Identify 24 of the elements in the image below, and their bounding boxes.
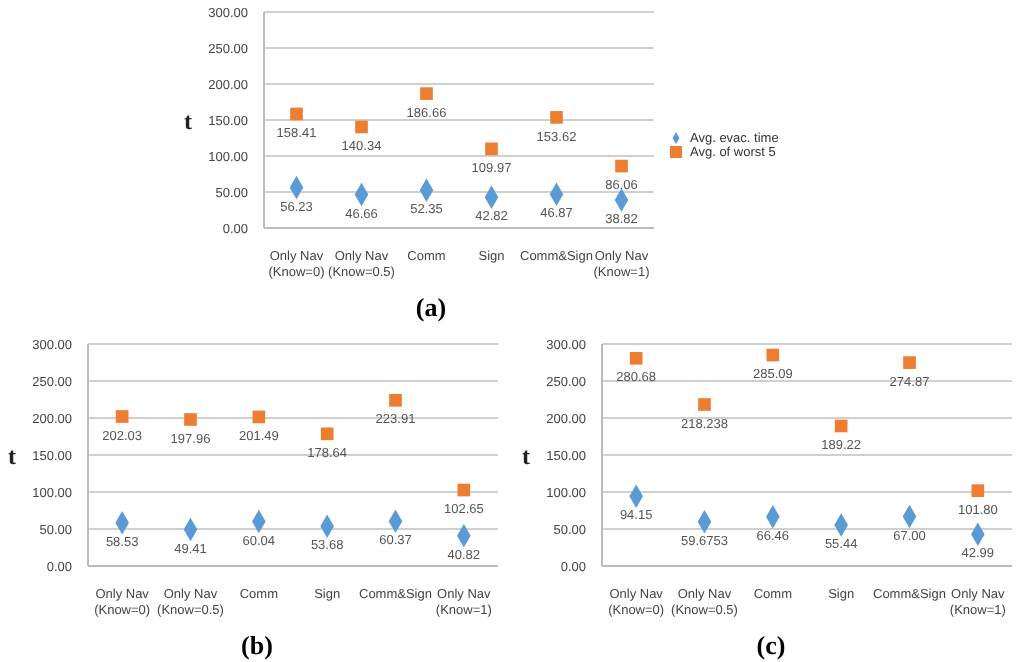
text: (c) [754,630,788,662]
point [420,87,433,100]
point [615,159,628,173]
point [290,107,303,121]
y-axis-title: t [8,441,16,470]
point [320,427,334,441]
point [766,348,780,362]
point [115,410,129,423]
point [252,410,266,424]
text: (b) [239,630,275,662]
point [485,142,498,156]
y-axis-title: t [522,441,530,470]
point [184,413,197,426]
text: (a) [413,292,449,324]
point [629,351,643,365]
y-axis-title: t [184,106,192,135]
point [971,484,985,497]
point [457,483,471,497]
point [389,393,402,407]
point [698,398,711,411]
point [355,120,368,134]
point [550,111,563,124]
point [903,356,916,369]
point [834,419,848,433]
